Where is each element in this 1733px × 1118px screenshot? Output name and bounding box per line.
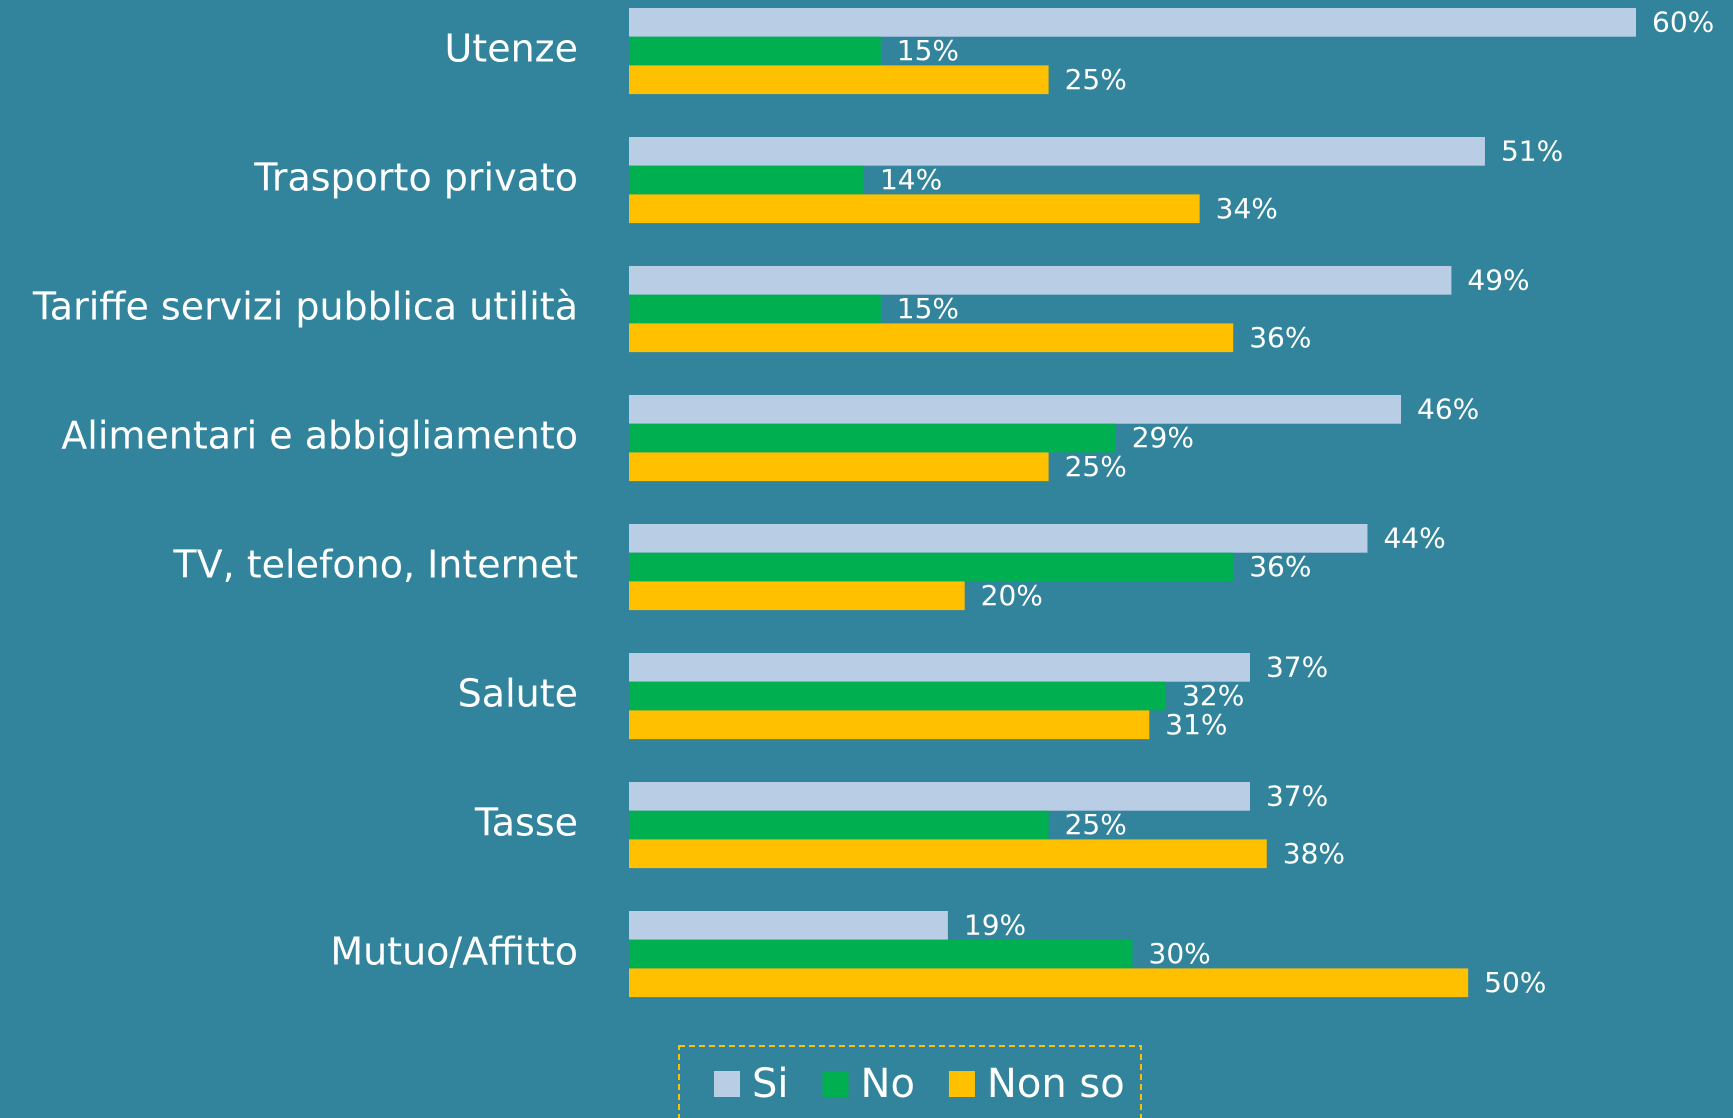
category-label: Trasporto privato xyxy=(253,156,578,200)
value-label: 36% xyxy=(1249,550,1311,583)
value-label: 30% xyxy=(1149,937,1211,970)
value-label: 38% xyxy=(1283,837,1345,870)
legend-swatch xyxy=(948,1071,975,1097)
value-label: 19% xyxy=(964,908,1026,941)
bar xyxy=(629,194,1200,224)
value-label: 51% xyxy=(1501,134,1563,167)
bar xyxy=(629,710,1150,740)
value-label: 25% xyxy=(1065,808,1127,841)
value-label: 44% xyxy=(1383,521,1445,554)
bar xyxy=(629,653,1250,682)
value-label: 32% xyxy=(1182,679,1244,712)
category-label: TV, telefono, Internet xyxy=(172,543,578,587)
bar xyxy=(629,323,1234,353)
legend-label: No xyxy=(861,1061,915,1107)
value-label: 50% xyxy=(1484,966,1546,999)
value-label: 15% xyxy=(897,34,959,67)
bar xyxy=(629,65,1049,95)
legend-box xyxy=(678,1045,1142,1118)
bar xyxy=(629,581,965,611)
value-label: 36% xyxy=(1249,321,1311,354)
value-label: 25% xyxy=(1065,450,1127,483)
legend-swatch xyxy=(822,1071,849,1097)
category-label: Salute xyxy=(458,672,578,716)
value-label: 29% xyxy=(1132,421,1194,454)
bar xyxy=(629,968,1469,998)
value-label: 14% xyxy=(880,163,942,196)
bar xyxy=(629,452,1049,482)
value-label: 49% xyxy=(1467,263,1529,296)
bar xyxy=(629,395,1402,424)
value-label: 37% xyxy=(1266,650,1328,683)
bar xyxy=(629,36,881,66)
bar xyxy=(629,839,1267,869)
value-label: 15% xyxy=(897,292,959,325)
value-label: 60% xyxy=(1652,5,1714,38)
bar xyxy=(629,165,864,195)
value-label: 46% xyxy=(1417,392,1479,425)
legend-swatch xyxy=(714,1071,740,1097)
bar xyxy=(629,137,1485,166)
bar xyxy=(629,911,948,940)
bar xyxy=(629,782,1250,811)
value-label: 20% xyxy=(981,579,1043,612)
value-label: 25% xyxy=(1065,63,1127,96)
bar xyxy=(629,294,881,324)
bar xyxy=(629,266,1452,295)
value-label: 31% xyxy=(1165,708,1227,741)
category-label: Tariffe servizi pubblica utilità xyxy=(32,285,578,329)
bar xyxy=(629,524,1368,553)
category-label: Mutuo/Affitto xyxy=(330,930,578,974)
value-label: 37% xyxy=(1266,779,1328,812)
bar xyxy=(629,810,1049,840)
category-label: Alimentari e abbigliamento xyxy=(61,414,578,458)
bar xyxy=(629,552,1234,582)
bar xyxy=(629,423,1116,453)
bar xyxy=(629,8,1636,37)
bar xyxy=(629,681,1167,711)
legend-label: Si xyxy=(752,1061,789,1107)
value-label: 34% xyxy=(1216,192,1278,225)
legend-label: Non so xyxy=(987,1061,1125,1107)
category-label: Utenze xyxy=(444,27,578,71)
category-label: Tasse xyxy=(474,801,578,845)
bar xyxy=(629,939,1133,969)
